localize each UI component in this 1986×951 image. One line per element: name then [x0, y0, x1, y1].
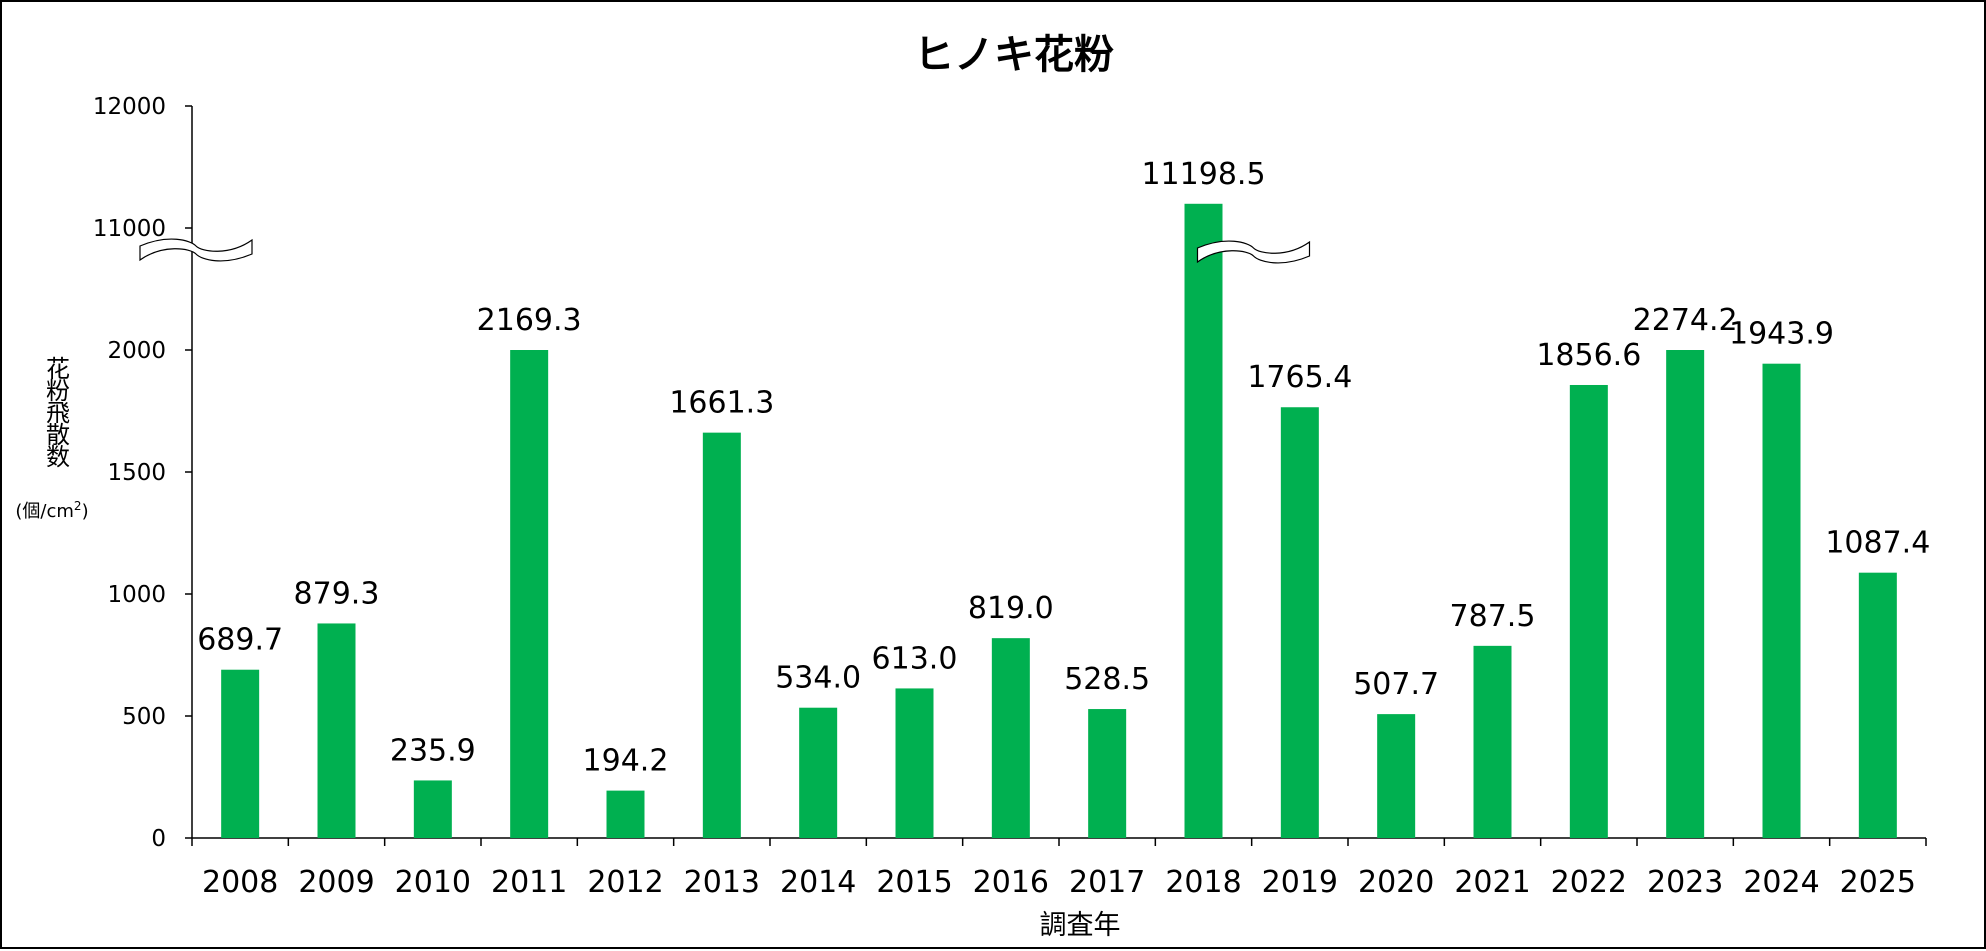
- axis-break-2018: [1196, 240, 1311, 264]
- bar-2010: [413, 780, 452, 838]
- bar-2020: [1377, 714, 1416, 838]
- x-ticks: 2008 2009 2010 2011 2012 2013 2014 2015 2016 2017…: [191, 838, 1927, 900]
- data-label-2011: 2169.3: [477, 303, 582, 338]
- x-axis-label: 調査年: [1040, 910, 1121, 941]
- y-tick-label: 12000: [93, 94, 166, 120]
- bar-2009: [317, 623, 356, 838]
- bar-2013: [702, 432, 741, 838]
- y-axis-label-char: 数: [46, 443, 70, 471]
- y-axis-label-char: 粉: [46, 377, 70, 405]
- data-label-2018: 11198.5: [1141, 157, 1265, 192]
- x-tick-label-2018: 2018: [1165, 865, 1241, 900]
- bars: [221, 203, 1897, 838]
- y-tick-label: 500: [122, 704, 166, 730]
- bar-2016: [991, 638, 1030, 838]
- y-tick-label: 1500: [107, 460, 166, 486]
- y-axis-label-char: 散: [46, 421, 70, 449]
- y-axis-label-char: 花: [46, 355, 70, 383]
- data-label-2023: 2274.2: [1633, 303, 1738, 338]
- bar-2025: [1858, 572, 1897, 838]
- data-label-2019: 1765.4: [1247, 360, 1352, 395]
- bar-2022: [1569, 384, 1608, 838]
- y-axis-label-char: 飛: [46, 399, 70, 427]
- x-tick-label-2009: 2009: [298, 865, 374, 900]
- y-tick-label: 11000: [93, 216, 166, 242]
- y-tick-label: 2000: [107, 338, 166, 364]
- x-tick-label-2024: 2024: [1743, 865, 1819, 900]
- data-labels: 689.7 879.3 235.9 2169.3 194.2 1661.3 534.0 613…: [197, 157, 1930, 779]
- x-tick-label-2017: 2017: [1069, 865, 1145, 900]
- bar-2021: [1473, 645, 1512, 838]
- bar-2008: [221, 669, 260, 838]
- data-label-2015: 613.0: [872, 641, 958, 676]
- data-label-2021: 787.5: [1450, 599, 1536, 634]
- x-tick-label-2019: 2019: [1262, 865, 1338, 900]
- chart-title: ヒノキ花粉: [914, 32, 1114, 78]
- axes: [191, 106, 1926, 839]
- x-tick-label-2016: 2016: [973, 865, 1049, 900]
- data-label-2022: 1856.6: [1536, 338, 1641, 373]
- y-axis-unit: (個/cm2): [15, 499, 88, 522]
- bar-2017: [1088, 709, 1127, 838]
- data-label-2010: 235.9: [390, 733, 476, 768]
- bar-2014: [799, 707, 838, 838]
- bar-2024: [1762, 363, 1801, 838]
- x-tick-label-2008: 2008: [202, 865, 278, 900]
- data-label-2024: 1943.9: [1729, 317, 1834, 352]
- y-tick-label: 1000: [107, 582, 166, 608]
- data-label-2025: 1087.4: [1825, 526, 1930, 561]
- data-label-2013: 1661.3: [669, 386, 774, 421]
- data-label-2020: 507.7: [1353, 667, 1439, 702]
- data-label-2017: 528.5: [1064, 662, 1150, 697]
- y-tick-label: 0: [151, 826, 166, 852]
- data-label-2012: 194.2: [583, 744, 669, 779]
- bar-2011: [510, 350, 549, 838]
- axis-breaks: [139, 238, 1311, 264]
- bar-2023: [1666, 350, 1705, 838]
- x-tick-label-2020: 2020: [1358, 865, 1434, 900]
- x-tick-label-2013: 2013: [684, 865, 760, 900]
- y-ticks: 0 500 1000 1500 2000 11000 12000: [93, 94, 192, 852]
- x-tick-label-2021: 2021: [1454, 865, 1530, 900]
- x-tick-label-2010: 2010: [395, 865, 471, 900]
- x-tick-label-2011: 2011: [491, 865, 567, 900]
- bar-2012: [606, 790, 645, 838]
- data-label-2016: 819.0: [968, 591, 1054, 626]
- bar-2019: [1280, 407, 1319, 838]
- bar-2015: [895, 688, 934, 838]
- data-label-2008: 689.7: [197, 623, 283, 658]
- x-tick-label-2025: 2025: [1840, 865, 1916, 900]
- data-label-2009: 879.3: [294, 576, 380, 611]
- x-tick-label-2015: 2015: [876, 865, 952, 900]
- bar-2018: [1184, 203, 1223, 838]
- x-tick-label-2022: 2022: [1551, 865, 1627, 900]
- x-tick-label-2023: 2023: [1647, 865, 1723, 900]
- x-tick-label-2014: 2014: [780, 865, 856, 900]
- axis-break-y: [139, 238, 253, 262]
- data-label-2014: 534.0: [775, 661, 861, 696]
- x-tick-label-2012: 2012: [587, 865, 663, 900]
